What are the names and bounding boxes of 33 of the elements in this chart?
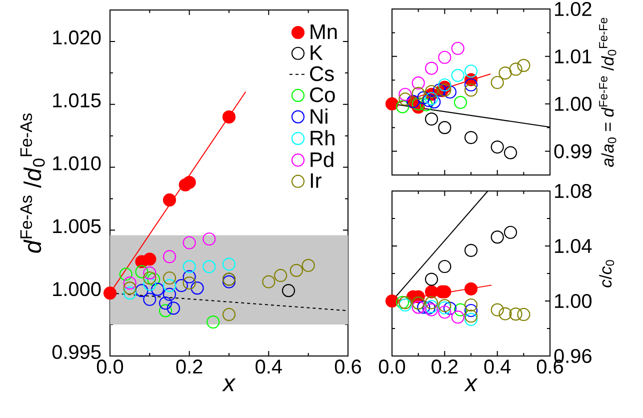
y2-tick-label: 1.00 (555, 96, 592, 111)
legend-label: Ir (310, 173, 322, 188)
legend-label: Mn (310, 24, 337, 39)
legend-label: K (310, 45, 323, 60)
y2-tick-label: 0.99 (554, 144, 592, 158)
x-tick-label: 0.0 (96, 360, 124, 374)
y2-tick-label: 1.04 (555, 238, 592, 254)
y-axis-title: d$^{Fe-As}$ /d$_{0}$Fe-As (20, 113, 45, 253)
y-tick-label: 1.020 (53, 30, 101, 44)
x-tick-label: 0.2 (432, 360, 458, 374)
y-tick-label: 0.995 (52, 344, 101, 360)
legend-label: Cs (310, 66, 334, 82)
y2-tick-label: 1.00 (555, 294, 592, 308)
legend-label: Rh (310, 130, 334, 146)
x-tick-label: 0.4 (484, 360, 511, 374)
y-tick-label: 1.005 (53, 219, 101, 234)
text: a/a$_{0}$ = d$^{Fe-Fe}$ /d$_{0}$Fe-Fe (599, 18, 616, 167)
x-axis-title: x (464, 378, 478, 392)
y-tick-label: 1.015 (53, 93, 101, 108)
x-tick-label: 0.6 (334, 360, 361, 374)
legend-label: Co (310, 87, 335, 102)
y-tick-label: 1.000 (53, 282, 101, 296)
y2-tick-label: 1.01 (555, 49, 592, 64)
x-tick-label: 0.4 (256, 360, 282, 374)
y2-axis-title: c/c$_{0}$ (599, 260, 614, 288)
y2-tick-label: 1.08 (555, 184, 592, 198)
legend-label: Pd (310, 152, 334, 168)
legend-label: Ni (310, 108, 328, 124)
x-axis-title: x (222, 378, 236, 392)
x-tick-label: 0.2 (176, 360, 202, 374)
y-tick-label: 1.010 (53, 156, 101, 170)
y2-tick-label: 1.02 (555, 2, 592, 16)
x-tick-label: 0.0 (378, 360, 406, 374)
